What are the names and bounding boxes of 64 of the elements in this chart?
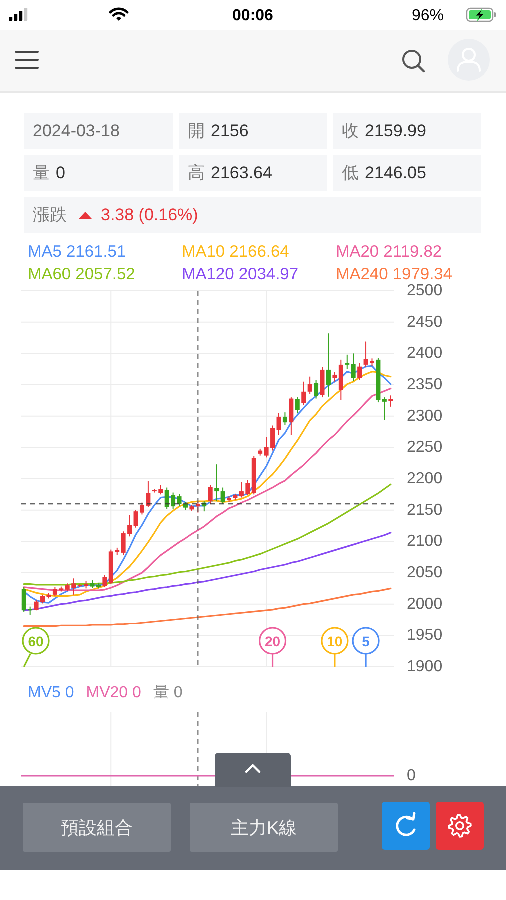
y-tick-label: 2150 — [407, 502, 443, 519]
candlestick — [102, 575, 108, 588]
text: 漲跌 — [33, 206, 67, 224]
y-tick-label: 2500 — [407, 282, 443, 300]
text: 96% — [412, 8, 444, 24]
text: MV20 0 — [86, 684, 142, 702]
y-tick-label: 2300 — [407, 408, 443, 425]
candlestick — [388, 395, 394, 408]
candlestick — [308, 376, 312, 395]
candlestick — [295, 397, 300, 414]
y-tick-label: 2000 — [407, 596, 443, 613]
text: 2024-03-18 — [33, 122, 120, 140]
text: 高 — [188, 164, 205, 182]
text: 00:06 — [232, 8, 274, 24]
text: 收 — [342, 122, 359, 140]
annotation: 20 — [264, 634, 281, 650]
candlestick — [302, 381, 306, 406]
text: MA20 2119.82 — [336, 243, 442, 261]
text: 3.38 (0.16%) — [101, 206, 198, 224]
candlestick — [314, 379, 319, 400]
text: 低 — [342, 164, 359, 182]
candlestick — [220, 487, 226, 505]
text: 開 — [188, 122, 205, 140]
text: MA5 2161.51 — [28, 243, 126, 261]
text: MA120 2034.97 — [182, 266, 299, 284]
annotation: 60 — [28, 634, 44, 650]
y-tick-label: 1900 — [407, 658, 443, 676]
text: MA60 2057.52 — [28, 266, 136, 284]
text: 0 — [407, 768, 416, 784]
text: 量 0 — [153, 684, 183, 702]
y-tick-label: 2400 — [407, 345, 443, 362]
candlestick — [345, 354, 350, 370]
candlestick — [358, 362, 362, 380]
candlestick — [382, 397, 387, 421]
y-tick-label: 2350 — [407, 376, 443, 394]
candlestick — [289, 397, 294, 436]
annotation: 10 — [327, 634, 343, 650]
text: 2146.05 — [365, 164, 426, 182]
candlestick — [208, 484, 213, 505]
text: 0 — [56, 164, 66, 182]
candlestick — [332, 372, 338, 382]
text: 量 — [33, 164, 50, 182]
text: MA10 2166.64 — [182, 243, 290, 261]
y-tick-label: 2050 — [407, 564, 443, 582]
text: 2159.99 — [365, 122, 426, 140]
y-tick-label: 2100 — [407, 533, 443, 550]
text: 2156 — [211, 122, 249, 140]
y-tick-label: 2450 — [407, 314, 443, 331]
text: MV5 0 — [28, 684, 74, 702]
line-series — [23, 532, 392, 612]
text: 2163.64 — [211, 164, 272, 182]
candlestick — [282, 412, 288, 426]
candlestick — [214, 464, 220, 502]
y-tick-label: 2200 — [407, 470, 443, 488]
text: 預設組合 — [61, 818, 133, 838]
annotation: 5 — [362, 634, 370, 650]
text: 主力K線 — [230, 818, 298, 838]
y-tick-label: 2250 — [407, 439, 443, 456]
text: MA240 1979.34 — [336, 266, 453, 284]
candlestick — [134, 510, 138, 528]
candlestick — [326, 333, 331, 398]
candlestick — [351, 353, 356, 382]
candlestick — [177, 494, 182, 508]
y-tick-label: 1950 — [407, 627, 443, 644]
